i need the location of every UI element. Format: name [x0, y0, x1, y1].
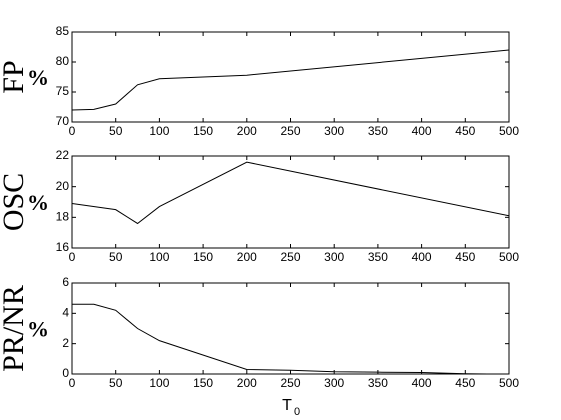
y-tick-label: 4: [62, 306, 69, 320]
y-axis-label: PR/NR: [0, 285, 30, 372]
x-tick-label: 200: [237, 376, 257, 390]
x-tick-label: 250: [280, 124, 300, 138]
y-tick-label: 0: [62, 366, 69, 380]
x-tick-label: 350: [368, 124, 388, 138]
x-tick-label: 250: [280, 376, 300, 390]
y-tick-label: 20: [56, 179, 70, 193]
x-tick-label: 300: [324, 124, 344, 138]
x-tick-label: 0: [69, 124, 76, 138]
y-axis-label: OSC: [0, 173, 30, 231]
y-tick-label: 85: [56, 24, 70, 38]
x-tick-label: 0: [69, 376, 76, 390]
y-axis-label: FP: [0, 60, 30, 93]
y-tick-label: 22: [56, 148, 70, 162]
x-tick-label: 400: [412, 250, 432, 264]
x-tick-label: 500: [499, 250, 519, 264]
x-tick-label: 100: [149, 376, 169, 390]
x-tick-label: 150: [193, 250, 213, 264]
y-axis-unit: %: [27, 317, 49, 342]
x-axis-label-subscript: 0: [294, 406, 300, 418]
y-tick-label: 6: [62, 275, 69, 289]
y-tick-label: 75: [56, 84, 70, 98]
x-tick-label: 150: [193, 376, 213, 390]
y-tick-label: 2: [62, 336, 69, 350]
x-tick-label: 100: [149, 124, 169, 138]
x-tick-label: 200: [237, 250, 257, 264]
x-tick-label: 300: [324, 376, 344, 390]
y-tick-label: 80: [56, 54, 70, 68]
x-tick-label: 450: [455, 376, 475, 390]
x-tick-label: 100: [149, 250, 169, 264]
x-tick-label: 350: [368, 376, 388, 390]
x-tick-label: 150: [193, 124, 213, 138]
x-tick-label: 450: [455, 250, 475, 264]
y-axis-unit: %: [27, 190, 49, 215]
x-tick-label: 50: [109, 250, 123, 264]
x-tick-label: 50: [109, 124, 123, 138]
x-axis-label: T: [282, 397, 292, 414]
y-tick-label: 16: [56, 240, 70, 254]
x-tick-label: 400: [412, 376, 432, 390]
data-line: [71, 161, 510, 225]
x-tick-label: 50: [109, 376, 123, 390]
x-tick-label: 250: [280, 250, 300, 264]
x-tick-label: 400: [412, 124, 432, 138]
x-tick-label: 500: [499, 124, 519, 138]
x-tick-label: 300: [324, 250, 344, 264]
data-line: [72, 303, 488, 375]
x-tick-label: 0: [69, 250, 76, 264]
y-tick-label: 70: [56, 114, 70, 128]
data-line: [71, 49, 510, 111]
x-tick-label: 200: [237, 124, 257, 138]
x-tick-label: 350: [368, 250, 388, 264]
y-axis-unit: %: [27, 65, 49, 90]
x-tick-label: 500: [499, 376, 519, 390]
x-tick-label: 450: [455, 124, 475, 138]
y-tick-label: 18: [56, 210, 70, 224]
axes-frame: [71, 31, 510, 123]
